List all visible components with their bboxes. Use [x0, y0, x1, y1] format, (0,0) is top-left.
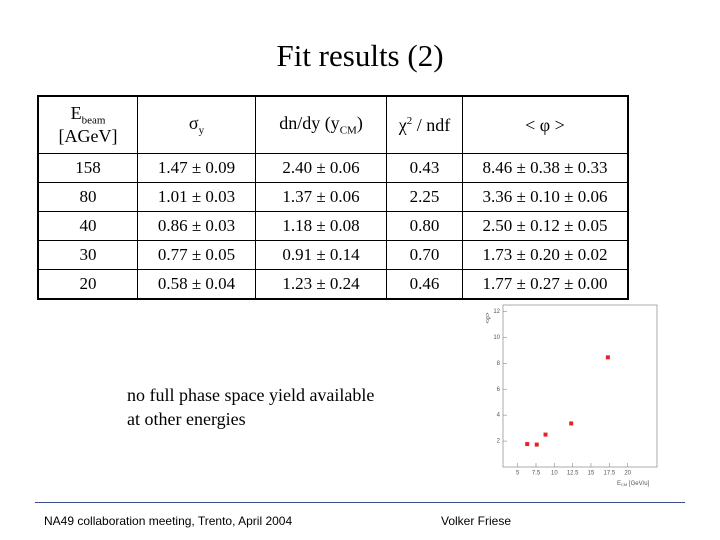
superscript: 2 — [406, 114, 413, 127]
subscript: y — [198, 124, 205, 137]
table-cell: 158 — [37, 153, 138, 183]
data-point — [525, 442, 530, 447]
label-part: [GeV/u] — [627, 481, 649, 487]
table-cell: 0.46 — [386, 269, 463, 300]
y-tick-label: 8 — [497, 361, 501, 367]
text: / ndf — [412, 114, 451, 135]
header-cell: χ2 / ndf — [386, 95, 463, 154]
note-line: no full phase space yield available — [127, 385, 375, 405]
label-part: E — [617, 481, 621, 487]
slide-title: Fit results (2) — [276, 38, 444, 73]
table-cell: 0.91 ± 0.14 — [255, 240, 387, 270]
table-cell: 0.77 ± 0.05 — [137, 240, 256, 270]
subscript: CM — [339, 124, 357, 137]
x-axis-label: ECM [GeV/u] — [617, 481, 650, 487]
header-cell: dn/dy (yCM) — [255, 95, 387, 154]
text: ) — [356, 113, 363, 134]
table-cell: 1.47 ± 0.09 — [137, 153, 256, 183]
table-cell: 0.80 — [386, 211, 463, 241]
table-cell: 40 — [37, 211, 138, 241]
x-tick-label: 15 — [588, 471, 595, 477]
header-cell: σy — [137, 95, 256, 154]
table-row: 158 1.47 ± 0.09 2.40 ± 0.06 0.43 8.46 ± 0.38… — [37, 153, 629, 183]
table-cell: 2.50 ± 0.12 ± 0.05 — [462, 211, 629, 241]
subscript: beam — [81, 114, 106, 127]
y-axis-label: <φ> — [486, 312, 492, 323]
text: dn/dy (y — [279, 113, 340, 134]
table-cell: 30 — [37, 240, 138, 270]
text: E — [70, 102, 82, 123]
x-tick-label: 10 — [551, 471, 558, 477]
table-cell: 0.58 ± 0.04 — [137, 269, 256, 300]
note: no full phase space yield available at o… — [127, 383, 374, 431]
data-point — [605, 355, 610, 360]
y-tick-label: 4 — [497, 413, 501, 419]
x-tick-label: 17.5 — [603, 471, 615, 477]
table-cell: 0.43 — [386, 153, 463, 183]
y-tick-label: 2 — [497, 439, 501, 445]
y-tick-label: 10 — [493, 335, 500, 341]
table-row: 20 0.58 ± 0.04 1.23 ± 0.24 0.46 1.77 ± 0.27 … — [37, 269, 629, 300]
table-cell: 8.46 ± 0.38 ± 0.33 — [462, 153, 629, 183]
header-row: Ebeam [AGeV] σy dn/dy (yCM) χ2 / ndf < φ > — [37, 95, 629, 154]
table-cell: 1.01 ± 0.03 — [137, 182, 256, 212]
table-row: 30 0.77 ± 0.05 0.91 ± 0.14 0.70 1.73 ± 0.20 … — [37, 240, 629, 270]
table-cell: 20 — [37, 269, 138, 300]
text: σ — [188, 113, 199, 134]
data-point — [569, 421, 574, 426]
text: χ — [398, 114, 407, 135]
header-cell: Ebeam [AGeV] — [37, 95, 138, 154]
header-cell: < φ > — [462, 95, 629, 154]
footer-right: Volker Friese — [441, 514, 512, 528]
mini-chart: 5 7.5 10 12.5 15 17.5 20 2 4 6 8 10 12 ECM [GeV/u] <φ> — [486, 304, 658, 487]
table-cell: 2.40 ± 0.06 — [255, 153, 387, 183]
note-line: at other energies — [127, 409, 246, 429]
data-point — [543, 432, 548, 437]
text: < φ > — [525, 114, 565, 135]
plot-frame — [502, 304, 658, 468]
footer-left: NA49 collaboration meeting, Trento, Apri… — [44, 514, 293, 528]
table-cell: 3.36 ± 0.10 ± 0.06 — [462, 182, 629, 212]
label-part: CM — [621, 482, 627, 487]
data-point — [534, 442, 539, 447]
table-cell: 1.23 ± 0.24 — [255, 269, 387, 300]
x-tick-label: 20 — [624, 471, 631, 477]
x-tick-label: 7.5 — [532, 471, 541, 477]
text: [AGeV] — [58, 126, 118, 147]
table-row: 40 0.86 ± 0.03 1.18 ± 0.08 0.80 2.50 ± 0.12 … — [37, 211, 629, 241]
table-row: 80 1.01 ± 0.03 1.37 ± 0.06 2.25 3.36 ± 0.10 … — [37, 182, 629, 212]
table-cell: 0.86 ± 0.03 — [137, 211, 256, 241]
y-tick-label: 12 — [493, 309, 500, 315]
y-tick-label: 6 — [497, 387, 501, 393]
results-table: Ebeam [AGeV] σy dn/dy (yCM) χ2 / ndf < φ >158… — [37, 95, 629, 300]
table-cell: 1.77 ± 0.27 ± 0.00 — [462, 269, 629, 300]
table-cell: 80 — [37, 182, 138, 212]
table-cell: 0.70 — [386, 240, 463, 270]
table-cell: 1.37 ± 0.06 — [255, 182, 387, 212]
x-tick-label: 5 — [516, 471, 520, 477]
table-cell: 2.25 — [386, 182, 463, 212]
footer-rule — [35, 502, 685, 503]
x-tick-label: 12.5 — [567, 471, 579, 477]
table-cell: 1.73 ± 0.20 ± 0.02 — [462, 240, 629, 270]
table-cell: 1.18 ± 0.08 — [255, 211, 387, 241]
